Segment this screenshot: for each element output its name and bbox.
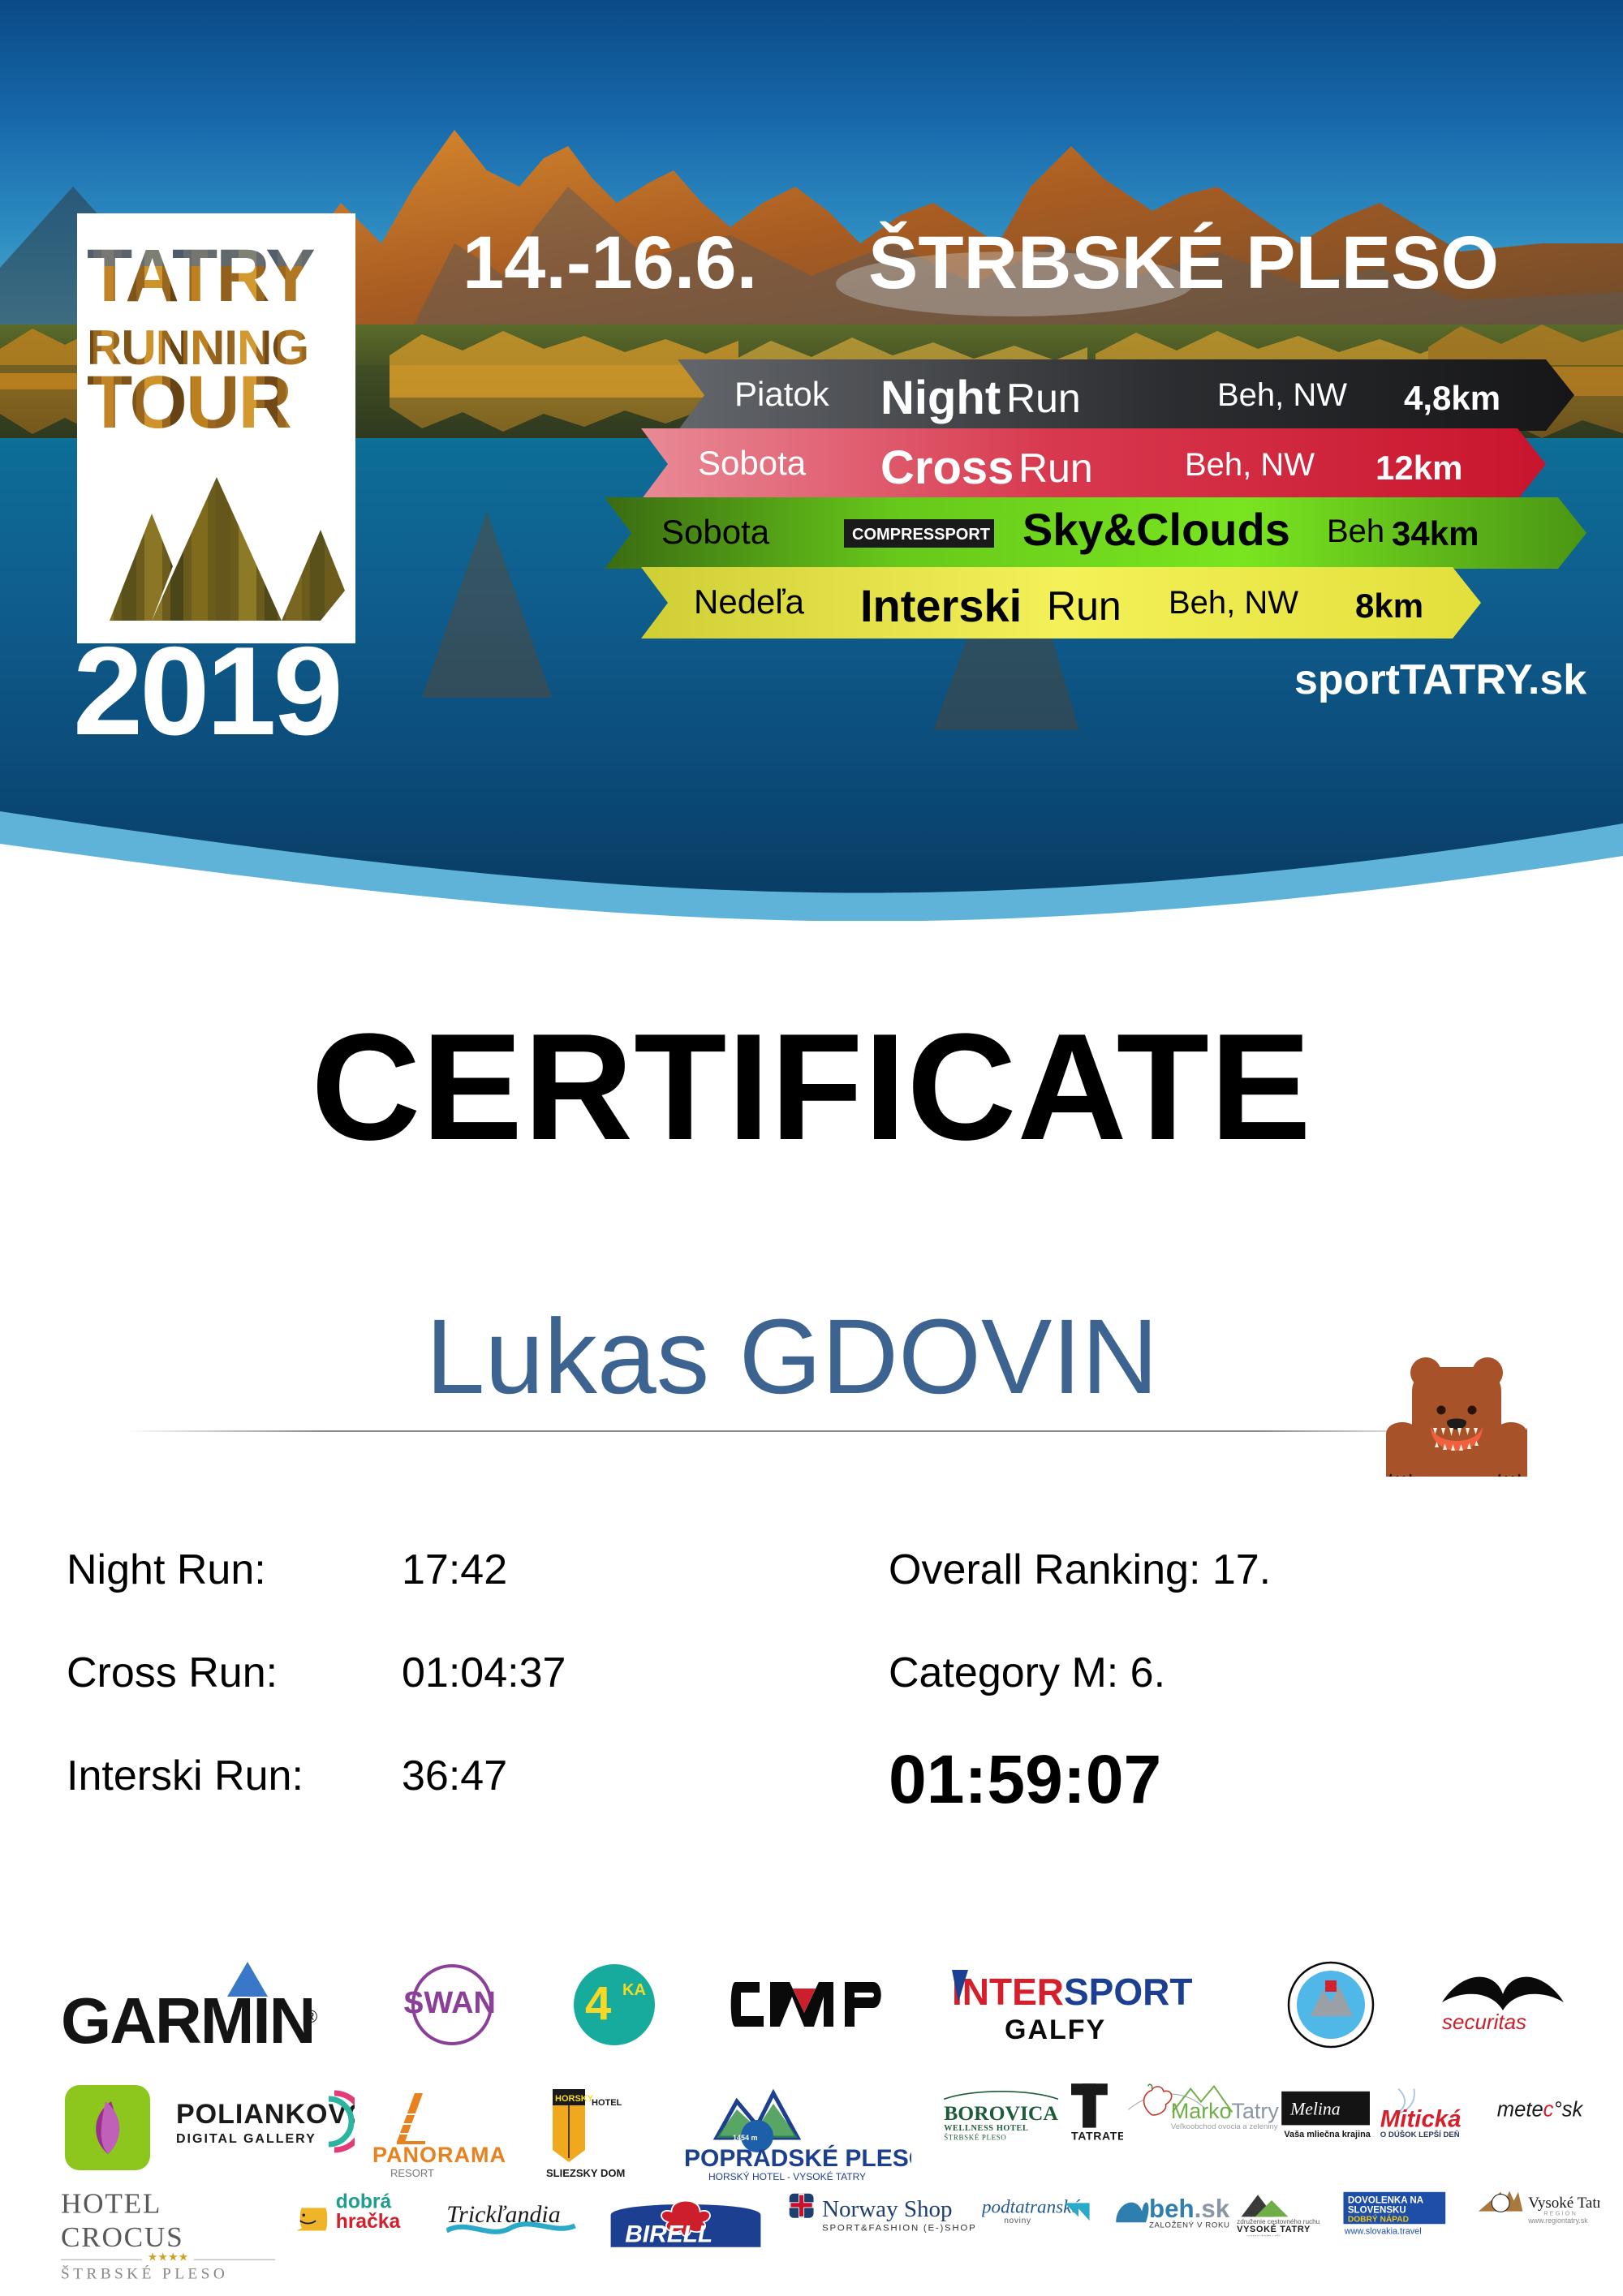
svg-text:metec°sk: metec°sk <box>1497 2099 1584 2122</box>
svg-text:BOROVICA: BOROVICA <box>944 2101 1058 2125</box>
svg-text:POPRADSKÉ PLESO: POPRADSKÉ PLESO <box>684 2144 911 2172</box>
svg-text:Norway Shop: Norway Shop <box>822 2196 952 2222</box>
svg-text:RESORT: RESORT <box>390 2167 434 2179</box>
svg-text:Run: Run <box>1006 376 1081 421</box>
svg-text:2019: 2019 <box>73 621 340 761</box>
svg-text:SWAN: SWAN <box>403 1986 496 2020</box>
svg-text:34km: 34km <box>1392 514 1479 553</box>
svg-text:www.tatry.sk: www.tatry.sk <box>1246 2233 1281 2236</box>
svg-text:Mitická: Mitická <box>1380 2105 1462 2132</box>
svg-text:KA: KA <box>622 1981 646 1999</box>
svg-text:DOVOLENKA NA: DOVOLENKA NA <box>1348 2195 1424 2205</box>
svg-text:Nedeľa: Nedeľa <box>694 583 805 621</box>
svg-text:Beh: Beh <box>1327 514 1384 549</box>
svg-text:SLOVENSKU: SLOVENSKU <box>1348 2206 1406 2216</box>
svg-text:podtatranské: podtatranské <box>982 2197 1081 2218</box>
svg-text:dobrá: dobrá <box>336 2191 392 2212</box>
svg-text:Beh, NW: Beh, NW <box>1169 585 1298 621</box>
svg-text:ŠTRBSKÉ PLESO: ŠTRBSKÉ PLESO <box>868 221 1499 304</box>
svg-text:14.-16.6.: 14.-16.6. <box>463 221 757 304</box>
svg-text:GARMIN: GARMIN <box>61 1984 314 2051</box>
svg-text:sportTATRY.sk: sportTATRY.sk <box>1294 656 1586 703</box>
svg-text:Run: Run <box>1047 583 1121 629</box>
svg-text:WELLNESS HOTEL: WELLNESS HOTEL <box>944 2124 1028 2133</box>
svg-text:Beh, NW: Beh, NW <box>1217 377 1347 413</box>
svg-text:INTERSPORT: INTERSPORT <box>952 1971 1192 2013</box>
svg-text:BIRELL: BIRELL <box>625 2221 712 2248</box>
svg-text:Sobota: Sobota <box>661 513 770 551</box>
svg-text:4,8km: 4,8km <box>1404 379 1500 417</box>
svg-text:noviny: noviny <box>1004 2216 1031 2225</box>
svg-text:Interski: Interski <box>860 580 1022 631</box>
svg-text:MarkoTatry: MarkoTatry <box>1171 2099 1279 2123</box>
svg-text:Cross: Cross <box>880 441 1014 494</box>
svg-text:Vaša mliečna krajina: Vaša mliečna krajina <box>1284 2130 1371 2139</box>
svg-text:Sky&Clouds: Sky&Clouds <box>1022 504 1290 555</box>
svg-text:Sobota: Sobota <box>698 444 807 482</box>
svg-text:ZALOŽENÝ V ROKU 1999: ZALOŽENÝ V ROKU 1999 <box>1149 2221 1233 2229</box>
svg-text:securitas: securitas <box>1442 2010 1526 2034</box>
svg-text:www.slovakia.travel: www.slovakia.travel <box>1344 2226 1422 2236</box>
svg-text:HORSKY: HORSKY <box>555 2094 594 2104</box>
svg-text:PANORAMA: PANORAMA <box>372 2143 506 2167</box>
svg-text:O DÚŠOK LEPŠÍ DEŇ: O DÚŠOK LEPŠÍ DEŇ <box>1380 2130 1460 2139</box>
svg-text:POLIANKOVO: POLIANKOVO <box>176 2099 355 2130</box>
svg-text:DIGITAL GALLERY: DIGITAL GALLERY <box>176 2132 316 2146</box>
svg-text:hračka: hračka <box>336 2211 401 2233</box>
svg-text:TATRATEA: TATRATEA <box>1071 2129 1123 2142</box>
svg-text:Piatok: Piatok <box>734 375 830 413</box>
svg-text:Beh, NW: Beh, NW <box>1185 447 1315 483</box>
svg-text:Melina: Melina <box>1289 2100 1341 2119</box>
svg-text:beh.sk: beh.sk <box>1149 2195 1230 2223</box>
svg-text:Veľkoobchod ovocia a zeleniny: Veľkoobchod ovocia a zeleniny <box>1171 2122 1278 2131</box>
svg-text:COMPRESSPORT: COMPRESSPORT <box>852 526 990 544</box>
svg-text:12km: 12km <box>1375 449 1462 487</box>
svg-text:www.regiontatry.sk: www.regiontatry.sk <box>1527 2216 1588 2225</box>
svg-text:GALFY: GALFY <box>1005 2014 1106 2045</box>
svg-text:SPORT&FASHION (E-)SHOP: SPORT&FASHION (E-)SHOP <box>822 2224 975 2234</box>
svg-text:1454 m: 1454 m <box>733 2134 758 2142</box>
svg-text:ŠTRBSKÉ PLESO: ŠTRBSKÉ PLESO <box>944 2133 1006 2141</box>
svg-text:8km: 8km <box>1355 587 1423 625</box>
svg-text:Run: Run <box>1018 445 1093 491</box>
svg-text:SLIEZSKY DOM: SLIEZSKY DOM <box>546 2167 625 2179</box>
svg-text:Night: Night <box>880 372 1001 424</box>
svg-text:4: 4 <box>585 1977 611 2030</box>
svg-text:DOBRÝ NÁPAD: DOBRÝ NÁPAD <box>1348 2214 1409 2225</box>
svg-text:HORSKÝ HOTEL - VYSOKÉ TATRY: HORSKÝ HOTEL - VYSOKÉ TATRY <box>708 2170 866 2182</box>
svg-text:HOTEL: HOTEL <box>592 2098 622 2108</box>
svg-text:®: ® <box>304 2006 317 2027</box>
